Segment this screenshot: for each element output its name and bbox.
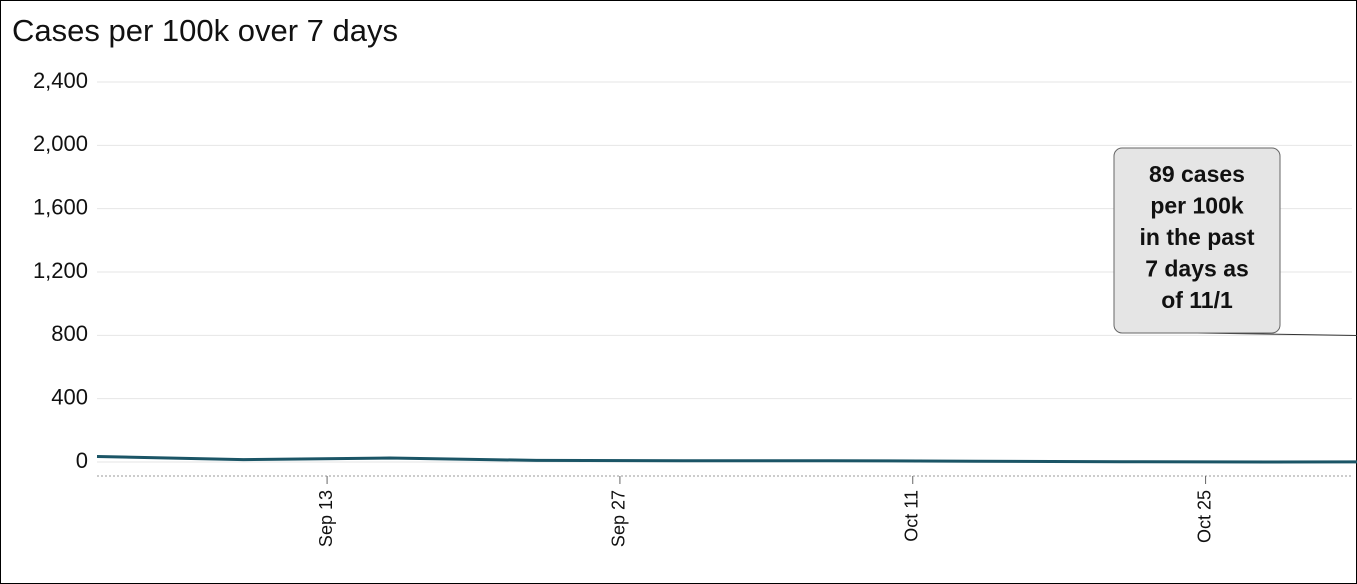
y-tick-label: 400 (51, 384, 88, 409)
y-tick-label: 1,600 (33, 194, 88, 219)
y-tick-label: 800 (51, 321, 88, 346)
x-tick-label: Oct 11 (902, 490, 922, 542)
chart-title: Cases per 100k over 7 days (12, 13, 398, 48)
x-tick-label: Sep 27 (609, 490, 629, 547)
y-tick-label: 2,400 (33, 68, 88, 93)
x-tick-label: Oct 25 (1194, 490, 1214, 543)
annotation-text: in the past (1139, 224, 1254, 250)
y-tick-label: 1,200 (33, 258, 88, 283)
annotation-text: per 100k (1150, 193, 1244, 219)
annotation-text: of 11/1 (1161, 287, 1233, 313)
y-tick-label: 2,000 (33, 131, 88, 156)
annotation-text: 89 cases (1149, 161, 1245, 187)
annotation-leader (1196, 332, 1357, 337)
annotation-text: 7 days as (1145, 256, 1249, 282)
annotation-box (1113, 147, 1281, 334)
x-tick-label: Sep 13 (316, 490, 336, 547)
y-tick-label: 0 (76, 448, 88, 473)
